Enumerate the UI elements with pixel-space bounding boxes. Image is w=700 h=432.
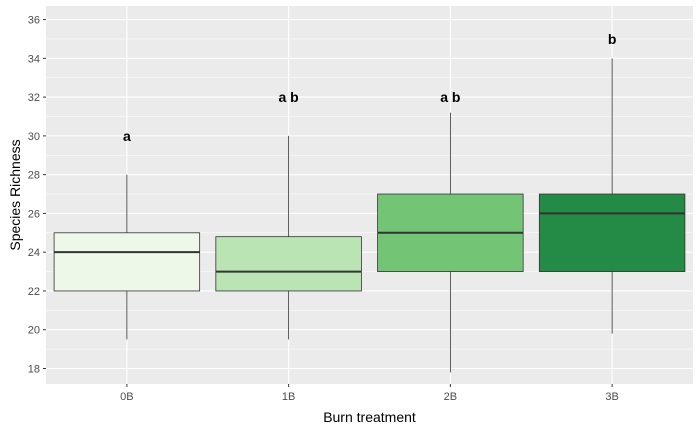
y-axis-title: Species Richness	[7, 139, 23, 250]
y-axis-ticks: 18 20 22 24 26 28 30 32 34 36	[28, 15, 46, 375]
y-tick-label: 22	[28, 286, 40, 298]
box-1B	[215, 236, 362, 292]
y-tick-label: 28	[28, 170, 40, 182]
medians	[54, 212, 685, 273]
significance-label: a b	[440, 89, 460, 105]
y-tick-label: 30	[28, 131, 40, 143]
y-tick-label: 20	[28, 325, 40, 337]
y-tick-label: 32	[28, 92, 40, 104]
y-tick-label: 34	[28, 53, 40, 65]
significance-labels: a a b a b b	[123, 31, 616, 144]
x-tick-label: 0B	[120, 391, 133, 403]
significance-label: b	[608, 31, 617, 47]
y-tick-label: 36	[28, 15, 40, 27]
box-3B	[538, 193, 686, 272]
x-tick-label: 1B	[282, 391, 295, 403]
box-0B	[53, 232, 201, 292]
significance-label: a	[123, 128, 131, 144]
whiskers	[126, 58, 613, 373]
y-tick-label: 24	[28, 247, 40, 259]
significance-label: a b	[279, 89, 299, 105]
x-tick-label: 3B	[605, 391, 618, 403]
x-axis-ticks: 0B 1B 2B 3B	[120, 384, 619, 403]
y-tick-label: 26	[28, 208, 40, 220]
x-tick-label: 2B	[444, 391, 457, 403]
x-axis-title: Burn treatment	[323, 409, 416, 425]
y-tick-label: 18	[28, 363, 40, 375]
